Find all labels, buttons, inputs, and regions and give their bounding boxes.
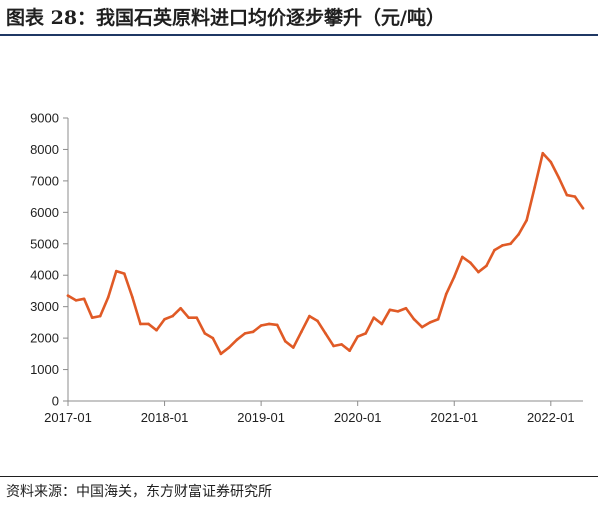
data-point (404, 306, 408, 310)
data-point (501, 244, 504, 247)
data-point (581, 206, 585, 210)
data-point (372, 316, 376, 319)
data-point (203, 332, 207, 335)
data-point (428, 321, 432, 324)
data-point (332, 344, 335, 348)
data-point (235, 338, 239, 341)
data-point (155, 328, 158, 332)
x-tick-label: 2019-01 (237, 410, 285, 425)
data-point (163, 317, 166, 321)
y-tick-label: 9000 (30, 111, 59, 126)
data-point (275, 323, 279, 327)
chart-area: 0 1000 2000 3000 4000 5000 6000 7000 8000 9000 20… (0, 36, 598, 474)
y-tick-label: 0 (52, 394, 59, 409)
data-point (533, 185, 537, 189)
data-point (90, 316, 94, 319)
data-point (114, 269, 118, 273)
data-point (243, 332, 247, 335)
x-axis: 2017-01 2018-01 2019-01 2020-01 2021-01 2022-… (44, 400, 583, 425)
data-point (283, 339, 287, 343)
data-point (131, 295, 134, 299)
line-chart: 0 1000 2000 3000 4000 5000 6000 7000 8000 9000 20… (30, 111, 585, 425)
y-tick-label: 5000 (30, 236, 59, 251)
data-point (139, 322, 142, 326)
y-tick-label: 3000 (30, 299, 59, 314)
y-tick-label: 4000 (30, 268, 59, 283)
source-note: 资料来源：中国海关，东方财富证券研究所 (6, 484, 272, 500)
data-point (211, 336, 215, 340)
price-line (66, 151, 585, 356)
data-point (340, 343, 343, 346)
data-point (380, 322, 384, 326)
x-tick-label: 2017-01 (44, 410, 92, 425)
data-point (388, 308, 392, 312)
data-point (171, 314, 174, 318)
data-point (106, 295, 110, 299)
data-point (549, 160, 553, 164)
data-point (509, 242, 512, 246)
data-point (541, 151, 545, 155)
data-point (436, 317, 440, 321)
data-point (82, 297, 86, 301)
data-point (324, 332, 327, 335)
data-point (412, 317, 416, 321)
x-tick-label: 2020-01 (334, 410, 382, 425)
data-point (444, 292, 448, 296)
data-point (187, 316, 190, 319)
data-point (525, 218, 528, 222)
data-point (493, 248, 496, 252)
data-point (461, 255, 464, 259)
data-point (565, 193, 569, 197)
data-point (348, 349, 351, 352)
x-tick-label: 2018-01 (141, 410, 189, 425)
source-rule (0, 476, 598, 477)
data-point (573, 195, 577, 198)
data-point (316, 319, 319, 323)
y-tick-label: 6000 (30, 205, 59, 220)
y-axis: 0 1000 2000 3000 4000 5000 6000 7000 8000 9000 (30, 111, 69, 409)
data-point (420, 325, 424, 329)
y-tick-label: 2000 (30, 331, 59, 346)
figure-title: 图表 28：我国石英原料进口均价逐步攀升（元/吨） (6, 7, 445, 29)
data-point (477, 270, 480, 274)
data-point (396, 310, 400, 313)
data-point (308, 314, 311, 318)
data-point (227, 346, 231, 349)
data-point (469, 261, 472, 264)
y-tick-label: 1000 (30, 362, 59, 377)
data-point (259, 324, 263, 327)
data-point (98, 314, 102, 318)
data-point (147, 322, 150, 326)
series-group (66, 151, 585, 356)
data-point (179, 306, 182, 310)
x-tick-label: 2021-01 (430, 410, 478, 425)
title-rule (0, 34, 598, 36)
data-point (267, 322, 271, 326)
data-point (74, 299, 78, 302)
data-point (292, 346, 295, 349)
data-point (356, 335, 359, 338)
data-point (364, 332, 368, 335)
data-point (251, 330, 255, 334)
data-point (123, 272, 126, 275)
data-point (66, 294, 70, 297)
y-tick-label: 8000 (30, 142, 59, 157)
data-point (300, 330, 303, 334)
data-point (219, 352, 223, 356)
data-point (485, 264, 488, 268)
data-point (452, 275, 456, 279)
y-tick-label: 7000 (30, 173, 59, 188)
x-tick-label: 2022-01 (527, 410, 575, 425)
data-point (557, 176, 561, 180)
data-point (517, 233, 520, 236)
data-point (195, 316, 199, 319)
